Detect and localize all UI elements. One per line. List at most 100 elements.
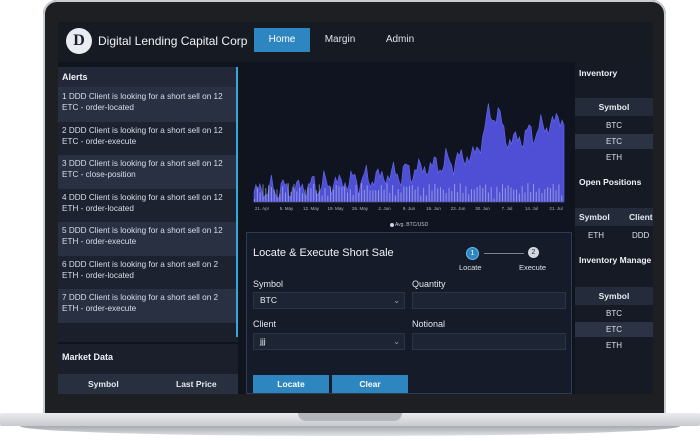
- alert-item[interactable]: 6 DDD Client is looking for a short sell…: [58, 255, 238, 289]
- alert-item[interactable]: 1 DDD Client is looking for a short sell…: [58, 88, 238, 122]
- client-value: jjj: [260, 336, 266, 346]
- tab-margin[interactable]: Margin: [324, 34, 356, 45]
- volume-bar: [276, 189, 278, 202]
- volume-bar: [332, 189, 334, 202]
- volume-bar: [493, 198, 495, 202]
- inventory-row[interactable]: ETH: [606, 153, 622, 162]
- locate-button[interactable]: Locate: [253, 375, 329, 393]
- tab-admin[interactable]: Admin: [385, 34, 415, 45]
- volume-bar: [301, 193, 303, 202]
- alert-item[interactable]: 2 DDD Client is looking for a short sell…: [58, 121, 238, 155]
- volume-bar: [504, 188, 506, 202]
- volume-bar: [482, 188, 484, 202]
- volume-bar: [273, 189, 275, 202]
- step-2-label: Execute: [519, 263, 547, 272]
- volume-bar: [330, 186, 332, 202]
- chart-legend[interactable]: Avg. BTC/USD: [246, 222, 572, 228]
- volume-bar: [256, 186, 258, 202]
- volume-bar: [510, 187, 512, 202]
- market-col-last-price[interactable]: Last Price: [176, 379, 217, 389]
- x-tick-label: 14. Jul: [525, 206, 538, 211]
- price-chart: 21. Apr 5. May 12. May 19. May 26. May 2. Jun…: [246, 62, 572, 232]
- volume-bar: [518, 193, 520, 202]
- step-1-label: Locate: [459, 263, 482, 272]
- volume-bar: [561, 195, 563, 202]
- alert-item[interactable]: 7 DDD Client is looking for a short sell…: [58, 289, 238, 323]
- open-positions-col-symbol[interactable]: Symbol: [579, 212, 610, 222]
- volume-bar: [378, 190, 379, 202]
- volume-bar: [254, 199, 255, 202]
- quantity-input[interactable]: [412, 292, 566, 309]
- volume-bar: [440, 187, 441, 202]
- alert-item[interactable]: 4 DDD Client is looking for a short sell…: [58, 188, 238, 222]
- legend-label: Avg. BTC/USD: [394, 222, 429, 228]
- volume-bar: [445, 192, 447, 202]
- volume-bar: [547, 187, 549, 202]
- tab-home[interactable]: Home: [254, 28, 310, 52]
- volume-bar: [293, 183, 295, 202]
- symbol-select[interactable]: BTC ⌄: [253, 292, 405, 309]
- volume-bar: [535, 191, 537, 202]
- volume-bar: [471, 189, 472, 202]
- open-positions-col-client[interactable]: Client: [629, 212, 653, 222]
- market-data-header: Symbol Last Price: [58, 374, 238, 394]
- top-bar: D Digital Lending Capital Corp Home Marg…: [58, 22, 653, 62]
- x-tick-label: 2. Jun: [378, 206, 391, 211]
- volume-bar: [394, 195, 396, 202]
- volume-bar: [386, 183, 388, 202]
- volume-bar: [425, 195, 427, 202]
- clear-button[interactable]: Clear: [332, 375, 408, 393]
- volume-bar: [344, 186, 346, 202]
- volume-bar: [544, 189, 546, 202]
- volume-bar: [558, 184, 560, 202]
- market-data-title: Market Data: [62, 352, 114, 362]
- brand-name: Digital Lending Capital Corp: [98, 34, 248, 48]
- open-position-row[interactable]: ETH DDD: [575, 228, 653, 243]
- alert-item[interactable]: 3 DDD Client is looking for a short sell…: [58, 155, 238, 189]
- volume-bar: [262, 184, 264, 202]
- volume-bar: [502, 184, 503, 202]
- market-col-symbol[interactable]: Symbol: [88, 379, 119, 389]
- x-tick-label: 30. Jun: [475, 206, 490, 211]
- volume-bar: [349, 189, 351, 202]
- price-chart-svg: 21. Apr 5. May 12. May 19. May 26. May 2. Jun…: [253, 103, 565, 211]
- volume-bar: [282, 186, 284, 202]
- volume-bar: [366, 185, 368, 202]
- laptop-notch: [298, 413, 402, 421]
- volume-bar: [392, 185, 394, 202]
- volume-bar: [521, 186, 523, 202]
- volume-bar: [431, 190, 433, 202]
- alert-item[interactable]: 5 DDD Client is looking for a short sell…: [58, 222, 238, 256]
- alerts-scrollbar[interactable]: [236, 67, 238, 337]
- chevron-down-icon: ⌄: [393, 337, 400, 346]
- legend-marker-icon: [389, 222, 394, 227]
- volume-bar: [552, 184, 554, 202]
- step-1-icon: 1: [466, 247, 479, 260]
- volume-bar: [335, 185, 337, 202]
- volume-bar: [327, 195, 329, 202]
- x-tick-label: 21. Jul: [549, 206, 562, 211]
- inventory-manager-col-symbol[interactable]: Symbol: [575, 287, 653, 305]
- volume-bar: [352, 194, 354, 202]
- inventory-row[interactable]: ETC: [575, 134, 653, 149]
- inventory-manager-row[interactable]: ETC: [575, 322, 653, 337]
- volume-bar: [487, 192, 489, 202]
- client-select[interactable]: jjj ⌄: [253, 333, 405, 350]
- volume-bar: [400, 192, 402, 202]
- volume-bar: [507, 185, 509, 202]
- volume-bar: [434, 183, 436, 202]
- open-positions-title: Open Positions: [579, 177, 642, 187]
- volume-bar: [527, 183, 529, 202]
- inventory-row[interactable]: BTC: [606, 121, 622, 130]
- volume-bar: [313, 183, 315, 202]
- volume-bar: [299, 188, 301, 202]
- volume-bar: [479, 185, 481, 202]
- inventory-manager-row[interactable]: ETH: [606, 341, 622, 350]
- inventory-manager-row[interactable]: BTC: [606, 309, 622, 318]
- volume-bar: [456, 191, 458, 202]
- open-positions-header: Symbol Client: [575, 208, 653, 226]
- volume-bar: [459, 183, 461, 202]
- notional-input[interactable]: [412, 333, 566, 350]
- inventory-col-symbol[interactable]: Symbol: [575, 98, 653, 116]
- volume-bar: [296, 191, 298, 202]
